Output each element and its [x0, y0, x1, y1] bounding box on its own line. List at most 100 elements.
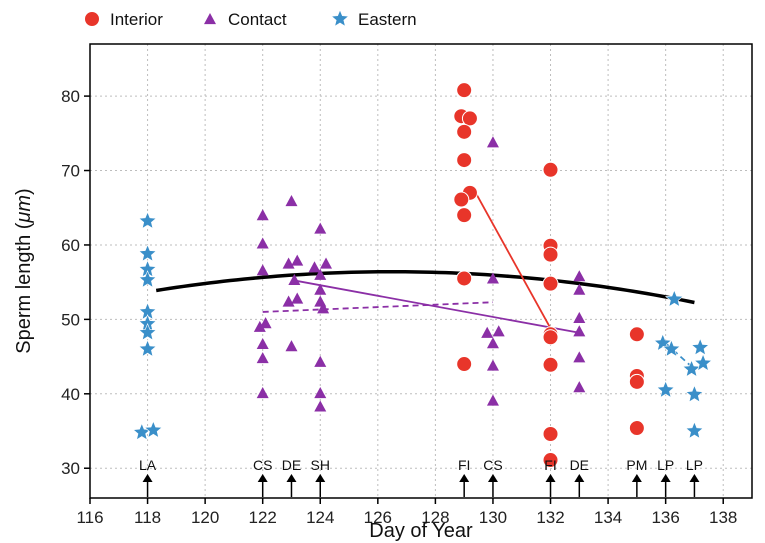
- data-point-triangle: [486, 136, 499, 148]
- data-point-triangle: [256, 352, 269, 364]
- site-arrow-head: [487, 474, 498, 482]
- site-label: CS: [483, 457, 502, 473]
- x-axis-ticks: 116 118 120 122 124 126 128 130 132 134 136 138: [76, 498, 737, 527]
- legend-label: Interior: [110, 10, 163, 29]
- site-markers: LA CS DE SH FI CS FI DE PM LP LP: [139, 457, 703, 497]
- x-tick-label: 130: [479, 508, 507, 527]
- data-point-triangle: [291, 254, 304, 266]
- data-point-star: [693, 353, 713, 372]
- data-point-star: [144, 420, 163, 439]
- data-point-circle: [542, 161, 559, 178]
- site-arrow-head: [257, 474, 268, 482]
- data-point-triangle: [486, 394, 499, 406]
- data-point-triangle: [573, 325, 586, 337]
- data-point-triangle: [486, 337, 499, 349]
- data-point-triangle: [256, 237, 269, 249]
- site-label: LP: [657, 457, 674, 473]
- site-arrow-head: [459, 474, 470, 482]
- plot-frame: [89, 43, 753, 499]
- data-point-circle: [542, 356, 559, 373]
- legend-item-interior: Interior: [84, 10, 163, 29]
- series-interior: [453, 82, 645, 469]
- series-contact: [253, 136, 586, 412]
- data-point-star: [664, 289, 684, 308]
- data-point-triangle: [314, 387, 327, 399]
- y-tick-label: 40: [61, 385, 80, 404]
- data-point-triangle: [285, 195, 298, 207]
- data-point-star: [138, 339, 157, 358]
- y-tick-label: 60: [61, 236, 80, 255]
- data-point-triangle: [573, 311, 586, 323]
- x-axis-label: Day of Year: [369, 520, 473, 542]
- x-tick-label: 136: [651, 508, 679, 527]
- x-tick-label: 116: [76, 508, 103, 527]
- data-point-triangle: [320, 257, 333, 269]
- site-arrow-head: [689, 474, 700, 482]
- site-arrow-head: [631, 474, 642, 482]
- data-point-circle: [542, 452, 559, 469]
- data-point-star: [656, 380, 675, 399]
- site-arrow-head: [545, 474, 556, 482]
- data-point-triangle: [288, 273, 301, 286]
- data-point-triangle: [573, 283, 586, 295]
- x-tick-label: 118: [134, 508, 161, 527]
- x-tick-label: 138: [709, 508, 737, 527]
- y-axis-ticks: 30 40 50 60 70 80: [61, 87, 90, 478]
- y-tick-label: 50: [61, 310, 80, 329]
- x-tick-label: 122: [249, 508, 277, 527]
- data-point-circle: [628, 326, 645, 343]
- data-point-circle: [542, 425, 559, 442]
- legend-item-contact: Contact: [204, 10, 287, 29]
- data-point-star: [138, 270, 157, 288]
- data-point-star: [138, 322, 157, 341]
- site-label: PM: [626, 457, 647, 473]
- site-label: DE: [570, 457, 589, 473]
- data-point-triangle: [573, 351, 586, 363]
- y-tick-label: 70: [61, 162, 80, 181]
- data-point-star: [685, 421, 704, 439]
- x-tick-label: 124: [306, 508, 334, 527]
- data-point-triangle: [314, 222, 327, 234]
- data-point-star: [685, 384, 704, 403]
- data-point-triangle: [256, 337, 269, 350]
- data-point-triangle: [573, 270, 586, 282]
- legend-label: Eastern: [358, 10, 417, 29]
- site-label: SH: [311, 457, 330, 473]
- data-point-star: [662, 339, 681, 358]
- data-point-circle: [542, 275, 559, 292]
- site-label: DE: [282, 457, 301, 473]
- data-point-star: [690, 337, 710, 356]
- data-point-triangle: [314, 283, 327, 295]
- site-label: LA: [139, 457, 157, 473]
- series-eastern: [132, 211, 713, 441]
- y-axis-label-suffix: ): [13, 188, 35, 195]
- data-point-triangle: [253, 320, 266, 332]
- x-tick-label: 128: [421, 508, 449, 527]
- site-label: FI: [458, 457, 470, 473]
- data-point-triangle: [256, 264, 269, 276]
- data-point-circle: [453, 191, 470, 208]
- data-point-circle: [456, 356, 473, 373]
- quadratic-fit-curve: [155, 269, 695, 305]
- data-point-triangle: [317, 302, 330, 314]
- data-point-triangle: [291, 292, 304, 304]
- regression-line: [291, 279, 580, 334]
- legend-label: Contact: [228, 10, 287, 29]
- site-arrow-head: [315, 474, 326, 482]
- legend-item-eastern: Eastern: [330, 9, 417, 29]
- data-point-triangle: [486, 359, 499, 371]
- data-point-triangle: [314, 400, 327, 412]
- data-point-triangle: [282, 257, 295, 269]
- fit-lines: [155, 192, 696, 370]
- legend: Interior Contact Eastern: [84, 9, 417, 29]
- data-point-triangle: [314, 355, 327, 367]
- x-tick-label: 126: [364, 508, 392, 527]
- data-point-circle: [542, 329, 559, 346]
- legend-marker-star: [330, 9, 350, 27]
- data-point-triangle: [492, 325, 505, 337]
- data-point-triangle: [486, 272, 499, 284]
- y-axis-label-prefix: Sperm length (: [13, 222, 35, 354]
- site-arrow-head: [142, 474, 153, 482]
- data-point-triangle: [314, 268, 327, 280]
